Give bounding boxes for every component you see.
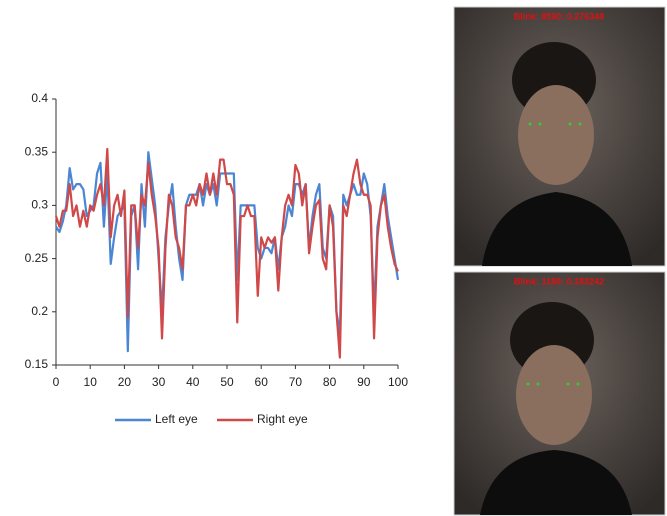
y-tick-label: 0.2 bbox=[31, 304, 48, 318]
x-tick-label: 80 bbox=[323, 375, 337, 389]
x-tick-label: 0 bbox=[53, 375, 60, 389]
x-tick-label: 90 bbox=[357, 375, 371, 389]
x-tick-label: 60 bbox=[255, 375, 269, 389]
x-tick-label: 70 bbox=[289, 375, 303, 389]
x-tick-label: 50 bbox=[220, 375, 234, 389]
photo-caption: Blink: 8590: 0.276348 bbox=[514, 11, 605, 21]
photo-bottom: Blink: 1180: 0.183242 bbox=[453, 271, 666, 516]
x-tick-label: 40 bbox=[186, 375, 200, 389]
photo-caption: Blink: 1180: 0.183242 bbox=[514, 276, 604, 286]
y-tick-label: 0.15 bbox=[25, 357, 49, 371]
y-tick-label: 0.4 bbox=[31, 91, 48, 105]
y-tick-label: 0.25 bbox=[25, 251, 49, 265]
x-tick-label: 100 bbox=[388, 375, 408, 389]
chart: 0.15 0.2 0.25 0.3 0.35 0.4 0 10 20 30 40 50 60 70 80 90… bbox=[25, 91, 409, 426]
legend-label: Left eye bbox=[155, 412, 198, 426]
x-tick-label: 30 bbox=[152, 375, 166, 389]
y-tick-label: 0.35 bbox=[25, 144, 49, 158]
photo-top: Blink: 8590: 0.276348 bbox=[453, 6, 666, 267]
x-tick-label: 10 bbox=[84, 375, 98, 389]
x-tick-label: 20 bbox=[118, 375, 132, 389]
photo-panel: Blink: 8590: 0.276348 Blink: 1180: 0.183… bbox=[453, 6, 666, 516]
y-tick-label: 0.3 bbox=[31, 198, 48, 212]
data-line bbox=[54, 147, 399, 359]
legend-label: Right eye bbox=[257, 412, 308, 426]
